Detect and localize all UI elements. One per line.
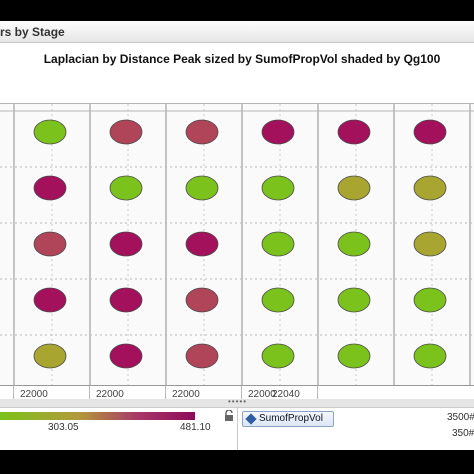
data-point[interactable] bbox=[33, 175, 67, 201]
size-legend-value: 350# bbox=[452, 428, 474, 439]
data-point[interactable] bbox=[185, 119, 219, 145]
data-point[interactable] bbox=[261, 287, 295, 313]
data-point[interactable] bbox=[337, 287, 371, 313]
data-point[interactable] bbox=[185, 287, 219, 313]
data-point[interactable] bbox=[109, 231, 143, 257]
plot-area[interactable] bbox=[0, 103, 474, 389]
axis-tick-label: 22000 bbox=[166, 386, 242, 404]
data-point[interactable] bbox=[337, 231, 371, 257]
unlock-icon[interactable] bbox=[224, 410, 234, 422]
chart-title: Laplacian by Distance Peak sized by Sumo… bbox=[43, 52, 441, 66]
data-point[interactable] bbox=[185, 343, 219, 369]
panel-splitter[interactable]: ••••• bbox=[0, 397, 474, 407]
scatter-plot[interactable] bbox=[0, 104, 474, 389]
chart-header: Laplacian by Distance Peak sized by Sumo… bbox=[0, 43, 474, 103]
data-point[interactable] bbox=[33, 343, 67, 369]
data-point[interactable] bbox=[109, 343, 143, 369]
color-scale-bar bbox=[0, 412, 195, 420]
data-point[interactable] bbox=[261, 175, 295, 201]
data-point[interactable] bbox=[337, 343, 371, 369]
data-point[interactable] bbox=[413, 287, 447, 313]
axis-tick-label: 22000 bbox=[242, 386, 318, 404]
panel-title: rs by Stage bbox=[0, 25, 65, 39]
data-point[interactable] bbox=[337, 175, 371, 201]
data-point[interactable] bbox=[413, 175, 447, 201]
data-point[interactable] bbox=[33, 119, 67, 145]
color-scale-min-label: 303.05 bbox=[48, 422, 79, 433]
size-field-label: SumofPropVol bbox=[259, 413, 323, 424]
data-point[interactable] bbox=[185, 175, 219, 201]
size-field-chip[interactable]: SumofPropVol bbox=[242, 411, 334, 427]
axis-tick-label: 22000 bbox=[14, 386, 90, 404]
data-point[interactable] bbox=[109, 175, 143, 201]
panel-titlebar: rs by Stage bbox=[0, 21, 474, 43]
data-point[interactable] bbox=[185, 231, 219, 257]
data-point[interactable] bbox=[33, 287, 67, 313]
data-point[interactable] bbox=[109, 287, 143, 313]
axis-cell bbox=[0, 386, 14, 404]
data-point[interactable] bbox=[337, 119, 371, 145]
size-legend-value: 3500# bbox=[447, 412, 474, 423]
color-scale-max-label: 481.10 bbox=[180, 422, 211, 433]
legend-panel: 303.05 481.10 SumofPropVol 3500# 350# bbox=[0, 407, 474, 450]
app-window: rs by Stage Laplacian by Distance Peak s… bbox=[0, 21, 474, 450]
splitter-grip-icon[interactable]: ••••• bbox=[228, 397, 248, 406]
data-point[interactable] bbox=[261, 343, 295, 369]
legend-divider bbox=[237, 408, 238, 450]
data-point[interactable] bbox=[261, 231, 295, 257]
data-point[interactable] bbox=[413, 343, 447, 369]
data-point[interactable] bbox=[109, 119, 143, 145]
diamond-icon bbox=[245, 413, 257, 425]
axis-tick-label: 22040 bbox=[272, 389, 300, 400]
data-point[interactable] bbox=[261, 119, 295, 145]
axis-tick-label: 22000 bbox=[90, 386, 166, 404]
data-point[interactable] bbox=[33, 231, 67, 257]
data-point[interactable] bbox=[413, 119, 447, 145]
data-point[interactable] bbox=[413, 231, 447, 257]
